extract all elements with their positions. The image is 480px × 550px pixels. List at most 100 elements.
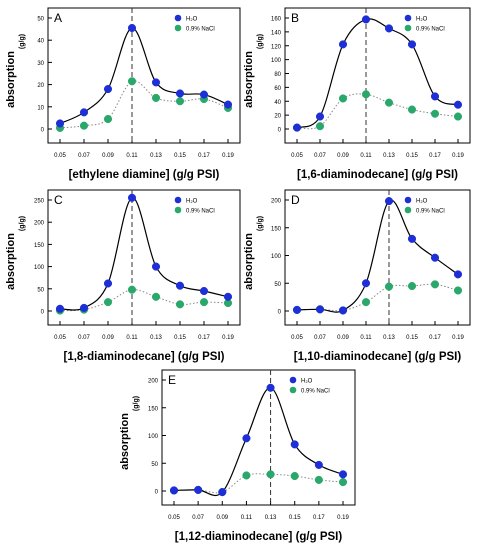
legend-marker: [289, 376, 297, 384]
x-tick-label: 0.19: [337, 515, 349, 521]
x-tick-label: 0.17: [429, 153, 441, 159]
x-tick-label: 0.19: [222, 153, 234, 159]
plot-frame: [161, 369, 356, 506]
data-point-h2o: [103, 279, 113, 288]
legend-marker: [174, 196, 182, 204]
y-axis-label: absorption: [243, 233, 255, 290]
data-point-h2o: [218, 488, 227, 497]
data-point-h2o: [127, 193, 137, 202]
x-tick-label: 0.11: [360, 153, 372, 159]
legend-marker: [174, 14, 182, 22]
data-point-h2o: [290, 440, 299, 449]
data-point-h2o: [175, 89, 185, 98]
legend-label: H₂O: [186, 199, 198, 205]
legend-marker: [404, 14, 412, 22]
y-tick-label: 100: [148, 434, 159, 440]
y-tick-label: 80: [274, 72, 281, 78]
data-point-nacl: [175, 97, 185, 106]
x-axis-label: [1,6-diaminodecane] (g/g PSI): [297, 169, 458, 181]
data-point-h2o: [384, 197, 394, 206]
y-tick-label: 100: [271, 58, 282, 64]
data-point-nacl: [242, 471, 251, 480]
data-point-nacl: [384, 98, 394, 107]
y-axis-unit: (g/g): [19, 216, 26, 231]
data-point-nacl: [407, 281, 417, 291]
x-tick-label: 0.09: [216, 515, 228, 521]
legend-label: 0.9% NaCl: [301, 389, 330, 395]
y-tick-label: 0: [278, 128, 282, 134]
data-point-h2o: [453, 270, 463, 279]
x-tick-label: 0.13: [150, 335, 162, 341]
panel-label: D: [291, 193, 300, 207]
data-point-h2o: [194, 485, 203, 494]
y-tick-label: 160: [271, 17, 282, 23]
plot-frame: [284, 189, 471, 326]
y-tick-label: 50: [151, 462, 158, 468]
data-point-h2o: [169, 486, 179, 495]
x-tick-label: 0.13: [383, 153, 395, 159]
x-tick-label: 0.05: [54, 153, 66, 159]
y-tick-label: 40: [274, 100, 281, 106]
x-tick-label: 0.13: [265, 515, 277, 521]
x-tick-label: 0.11: [126, 335, 138, 341]
x-tick-label: 0.19: [452, 335, 464, 341]
data-point-nacl: [290, 471, 299, 481]
data-point-nacl: [338, 94, 348, 103]
data-point-h2o: [338, 40, 348, 49]
chart-panel-c: C 0 50 100 150 200 250 0.05 0.07 0.09 0.11 0.13 0.15…: [5, 189, 241, 363]
y-tick-label: 0: [41, 128, 45, 134]
data-point-h2o: [242, 434, 251, 443]
data-point-h2o: [127, 23, 137, 33]
x-tick-label: 0.09: [337, 335, 349, 341]
data-point-nacl: [453, 286, 463, 295]
data-point-h2o: [314, 460, 323, 469]
y-tick-label: 200: [34, 221, 45, 227]
panel-label: C: [54, 193, 63, 207]
data-point-h2o: [199, 90, 209, 99]
legend-label: 0.9% NaCl: [416, 209, 445, 215]
x-tick-label: 0.19: [452, 153, 464, 159]
x-tick-label: 0.07: [314, 153, 326, 159]
data-point-h2o: [453, 100, 463, 109]
x-axis-label: [ethylene diamine] (g/g PSI): [69, 169, 220, 181]
y-axis-label: absorption: [5, 233, 17, 290]
legend-label: H₂O: [301, 379, 313, 385]
data-point-h2o: [407, 40, 417, 49]
y-axis-unit: (g/g): [133, 396, 140, 411]
x-tick-label: 0.13: [150, 153, 162, 159]
x-tick-label: 0.17: [198, 153, 210, 159]
data-point-h2o: [151, 78, 161, 87]
panel-label: E: [168, 373, 176, 387]
plot-frame: [47, 7, 241, 144]
data-point-h2o: [199, 286, 209, 296]
legend-label: 0.9% NaCl: [186, 209, 215, 215]
series-line-nacl: [59, 289, 229, 312]
series-line-h2o: [59, 197, 229, 311]
data-point-nacl: [151, 292, 161, 301]
y-axis-label: absorption: [119, 413, 131, 470]
x-tick-label: 0.11: [126, 153, 138, 159]
data-point-h2o: [430, 253, 440, 262]
data-point-h2o: [315, 305, 325, 314]
x-tick-label: 0.17: [198, 335, 210, 341]
data-point-h2o: [361, 15, 371, 24]
data-point-nacl: [266, 470, 275, 479]
y-tick-label: 150: [271, 226, 282, 232]
x-tick-label: 0.09: [102, 153, 114, 159]
panel-label: A: [54, 11, 62, 25]
x-tick-label: 0.07: [78, 335, 90, 341]
y-tick-label: 20: [37, 83, 44, 89]
y-tick-label: 0: [278, 310, 282, 316]
legend-label: 0.9% NaCl: [416, 27, 445, 33]
x-tick-label: 0.11: [241, 515, 253, 521]
y-tick-label: 40: [37, 39, 44, 45]
data-point-h2o: [338, 306, 348, 315]
legend-label: 0.9% NaCl: [186, 27, 215, 33]
chart-panel-b: B 0 20 40 60 80 100 120 140 160 0.05 0.07 0.09 0.11 0.…: [243, 7, 471, 181]
y-tick-label: 50: [37, 17, 44, 23]
data-point-h2o: [55, 304, 65, 313]
y-tick-label: 50: [37, 287, 44, 293]
x-tick-label: 0.05: [168, 515, 180, 521]
y-tick-label: 120: [271, 44, 282, 50]
data-point-h2o: [103, 84, 113, 94]
